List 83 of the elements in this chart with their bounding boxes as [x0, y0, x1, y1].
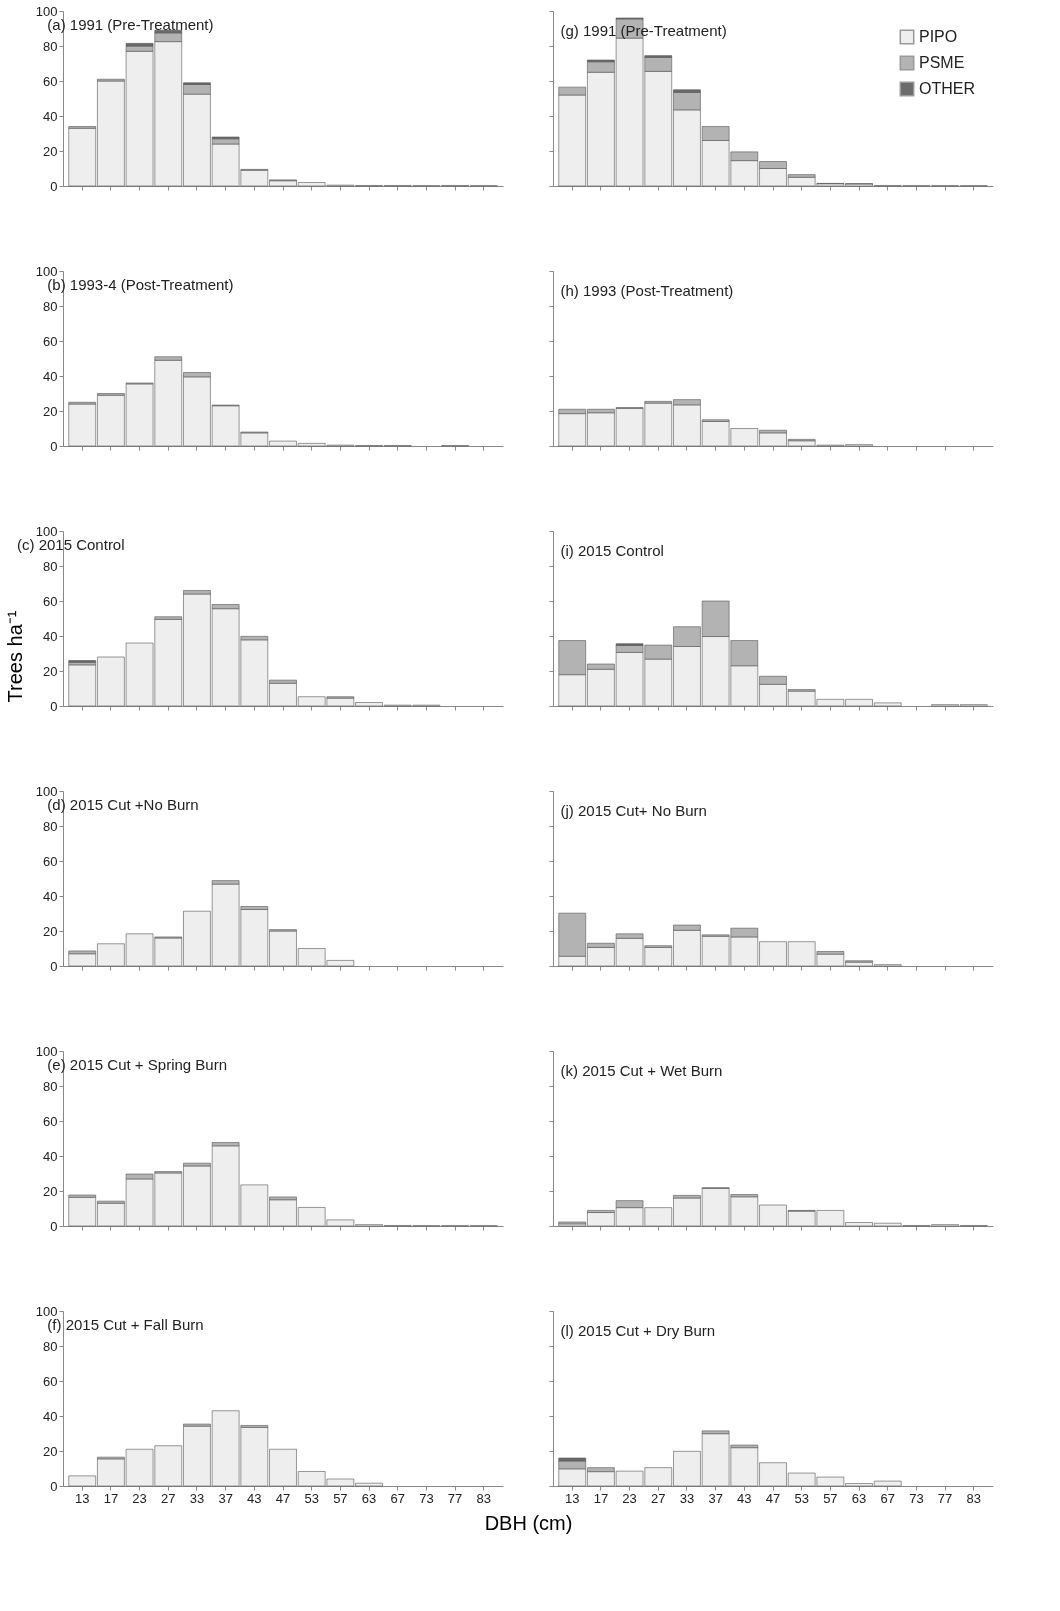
x-tick-label: 27	[161, 1490, 176, 1506]
x-tick-label: 67	[390, 1490, 405, 1506]
text: (l) 2015 Cut + Dry Burn	[560, 1321, 716, 1339]
y-tick-label: 20	[43, 663, 58, 679]
y-tick-label: 0	[50, 1218, 58, 1234]
legend-label: OTHER	[919, 80, 975, 97]
y-tick-label: 20	[43, 143, 58, 159]
y-tick-label: 60	[43, 1113, 58, 1129]
y-tick-label: 80	[43, 1338, 58, 1354]
y-tick-label: 60	[43, 73, 58, 89]
x-tick-label: 33	[189, 1490, 205, 1506]
y-tick-label: 40	[43, 1148, 58, 1164]
x-tick-label: 23	[622, 1490, 637, 1506]
y-tick-label: 60	[43, 853, 58, 869]
y-tick-label: 60	[43, 593, 58, 609]
chart-title: (f) 2015 Cut + Fall Burn	[47, 1316, 204, 1333]
y-tick-label: 20	[43, 403, 58, 419]
y-tick-label: 60	[43, 333, 58, 349]
x-tick-label: 43	[247, 1490, 262, 1506]
x-tick-label: 57	[823, 1490, 838, 1506]
y-tick-label: 100	[35, 523, 58, 539]
text: (g) 1991 (Pre-Treatment)	[560, 21, 727, 39]
text: (k) 2015 Cut + Wet Burn	[560, 1061, 723, 1079]
x-tick-label: 27	[651, 1490, 666, 1506]
x-tick-label: 47	[275, 1490, 291, 1506]
x-tick-label: 37	[708, 1490, 723, 1506]
chart-title: (d) 2015 Cut +No Burn	[47, 796, 199, 813]
y-tick-label: 80	[43, 298, 58, 314]
x-tick-label: 53	[304, 1490, 319, 1506]
x-tick-label: 37	[218, 1490, 233, 1506]
x-tick-label: 83	[476, 1490, 492, 1506]
x-tick-label: 13	[74, 1490, 90, 1506]
x-tick-label: 77	[447, 1490, 463, 1506]
x-tick-label: 63	[361, 1490, 377, 1506]
y-tick-label: 100	[35, 1043, 58, 1059]
y-tick-label: 0	[50, 438, 58, 454]
text: (i) 2015 Control	[560, 541, 664, 559]
y-tick-label: 80	[43, 38, 58, 54]
y-tick-label: 0	[50, 1478, 58, 1494]
y-tick-label: 40	[43, 628, 58, 644]
y-tick-label: 80	[43, 558, 58, 574]
x-tick-label: 43	[737, 1490, 752, 1506]
x-tick-label: 73	[419, 1490, 434, 1506]
x-tick-label: 23	[132, 1490, 147, 1506]
text: (j) 2015 Cut+ No Burn	[560, 801, 707, 819]
y-axis-title: Trees ha⁻¹	[3, 610, 26, 703]
y-tick-label: 0	[50, 698, 58, 714]
y-tick-label: 0	[50, 958, 58, 974]
x-axis-title: DBH (cm)	[484, 1511, 573, 1534]
y-tick-label: 40	[43, 1408, 58, 1424]
x-tick-label: 17	[593, 1490, 609, 1506]
y-tick-label: 80	[43, 1078, 58, 1094]
x-tick-label: 33	[679, 1490, 695, 1506]
y-tick-label: 100	[35, 3, 58, 19]
x-tick-label: 13	[564, 1490, 580, 1506]
y-tick-label: 20	[43, 1443, 58, 1459]
y-tick-label: 40	[43, 368, 58, 384]
y-tick-label: 0	[50, 178, 58, 194]
y-tick-label: 100	[35, 1303, 58, 1319]
legend-label: PSME	[919, 54, 965, 71]
x-tick-label: 47	[765, 1490, 781, 1506]
y-tick-label: 40	[43, 888, 58, 904]
x-tick-label: 57	[333, 1490, 348, 1506]
chart-title: (e) 2015 Cut + Spring Burn	[47, 1056, 227, 1073]
chart-title: (a) 1991 (Pre-Treatment)	[47, 16, 214, 33]
y-tick-label: 100	[35, 263, 58, 279]
y-tick-label: 80	[43, 818, 58, 834]
y-tick-label: 40	[43, 108, 58, 124]
y-tick-label: 60	[43, 1373, 58, 1389]
x-tick-label: 17	[103, 1490, 119, 1506]
legend-label: PIPO	[919, 28, 958, 45]
y-tick-label: 20	[43, 1183, 58, 1199]
chart-title: (c) 2015 Control	[17, 536, 125, 553]
x-tick-label: 83	[966, 1490, 982, 1506]
y-tick-label: 100	[35, 783, 58, 799]
text: (h) 1993 (Post-Treatment)	[560, 281, 734, 299]
x-tick-label: 53	[794, 1490, 809, 1506]
x-tick-label: 73	[909, 1490, 924, 1506]
x-tick-label: 67	[880, 1490, 895, 1506]
y-tick-label: 20	[43, 923, 58, 939]
x-tick-label: 63	[851, 1490, 867, 1506]
chart-title: (b) 1993-4 (Post-Treatment)	[47, 276, 234, 293]
x-tick-label: 77	[937, 1490, 953, 1506]
